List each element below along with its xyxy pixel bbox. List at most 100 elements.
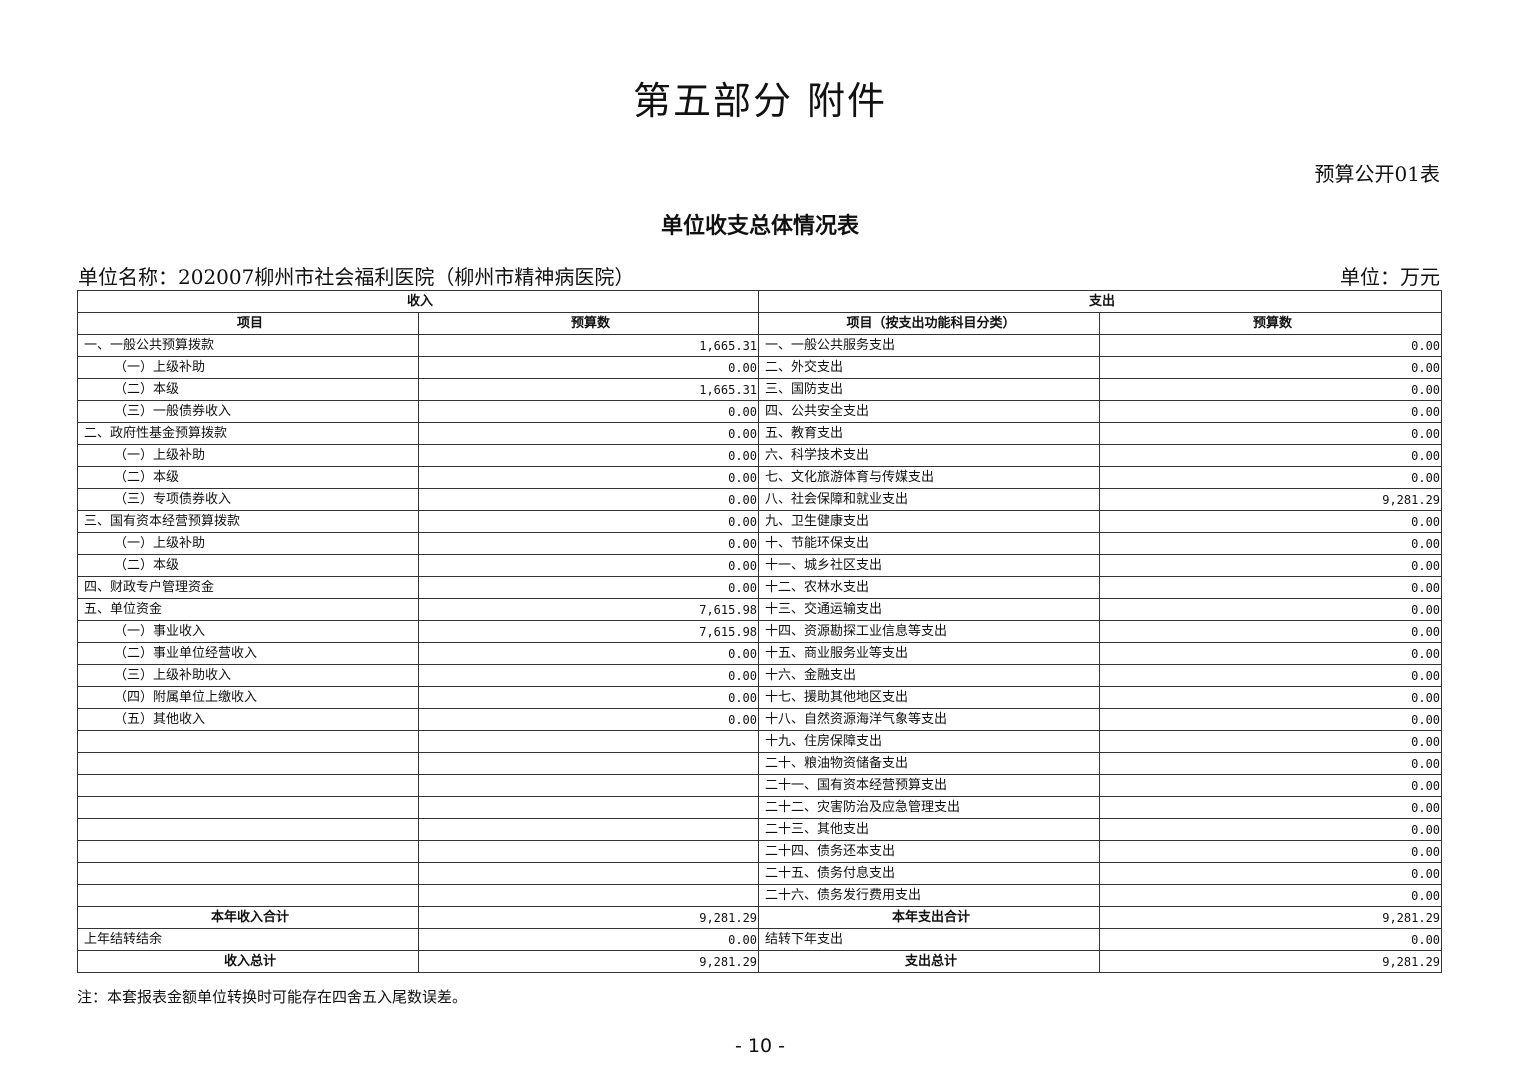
expense-budget: 0.00	[1099, 730, 1443, 753]
table-row: 二十一、国有资本经营预算支出 0.00	[77, 774, 1443, 797]
income-item	[77, 884, 419, 907]
table-row: （二）本级 1,665.31 三、国防支出 0.00	[77, 378, 1443, 401]
income-budget: 1,665.31	[417, 334, 760, 357]
expense-budget: 9,281.29	[1099, 488, 1443, 511]
table-row: 二十、粮油物资储备支出 0.00	[77, 752, 1443, 775]
expense-summary-value: 9,281.29	[1099, 950, 1443, 973]
table-row: 二十二、灾害防治及应急管理支出 0.00	[77, 796, 1443, 819]
income-summary-value: 0.00	[417, 928, 760, 951]
income-budget: 0.00	[417, 466, 760, 489]
expense-item: 三、国防支出	[758, 378, 1101, 401]
expense-budget: 0.00	[1099, 378, 1443, 401]
expense-budget: 0.00	[1099, 884, 1443, 907]
expense-budget: 0.00	[1099, 796, 1443, 819]
expense-item-header: 项目（按支出功能科目分类）	[758, 312, 1101, 335]
income-item: （二）本级	[77, 466, 419, 489]
income-budget	[417, 818, 760, 841]
expense-item: 一、一般公共服务支出	[758, 334, 1101, 357]
expense-item: 二、外交支出	[758, 356, 1101, 379]
income-budget: 0.00	[417, 686, 760, 709]
expense-item: 十一、城乡社区支出	[758, 554, 1101, 577]
expense-item: 十六、金融支出	[758, 664, 1101, 687]
income-item	[77, 752, 419, 775]
expense-item: 四、公共安全支出	[758, 400, 1101, 423]
expense-item: 六、科学技术支出	[758, 444, 1101, 467]
income-budget: 0.00	[417, 664, 760, 687]
table-row: 二十三、其他支出 0.00	[77, 818, 1443, 841]
expense-item: 十三、交通运输支出	[758, 598, 1101, 621]
income-item: （一）上级补助	[77, 532, 419, 555]
expense-budget: 0.00	[1099, 686, 1443, 709]
expense-budget: 0.00	[1099, 620, 1443, 643]
expense-budget: 0.00	[1099, 664, 1443, 687]
income-item: （一）事业收入	[77, 620, 419, 643]
expense-item: 二十一、国有资本经营预算支出	[758, 774, 1101, 797]
table-row: （三）上级补助收入 0.00 十六、金融支出 0.00	[77, 664, 1443, 687]
income-item: 一、一般公共预算拨款	[77, 334, 419, 357]
table-row: （一）事业收入 7,615.98 十四、资源勘探工业信息等支出 0.00	[77, 620, 1443, 643]
table-row: 十九、住房保障支出 0.00	[77, 730, 1443, 753]
table-row: （二）本级 0.00 十一、城乡社区支出 0.00	[77, 554, 1443, 577]
income-budget	[417, 840, 760, 863]
income-item: 四、财政专户管理资金	[77, 576, 419, 599]
income-item: （一）上级补助	[77, 444, 419, 467]
income-item: （二）本级	[77, 378, 419, 401]
table-row: 二十六、债务发行费用支出 0.00	[77, 884, 1443, 907]
expense-budget: 0.00	[1099, 642, 1443, 665]
table-number: 预算公开01表	[1314, 162, 1440, 186]
income-item: （三）上级补助收入	[77, 664, 419, 687]
table-row: （二）本级 0.00 七、文化旅游体育与传媒支出 0.00	[77, 466, 1443, 489]
income-budget	[417, 862, 760, 885]
page-number: - 10 -	[735, 1035, 785, 1057]
expense-budget-header: 预算数	[1099, 312, 1443, 335]
expense-item: 二十六、债务发行费用支出	[758, 884, 1101, 907]
table-row: （一）上级补助 0.00 十、节能环保支出 0.00	[77, 532, 1443, 555]
expense-budget: 0.00	[1099, 422, 1443, 445]
income-item	[77, 730, 419, 753]
expense-budget: 0.00	[1099, 400, 1443, 423]
expense-item: 九、卫生健康支出	[758, 510, 1101, 533]
expense-budget: 0.00	[1099, 576, 1443, 599]
income-summary-label: 本年收入合计	[77, 906, 419, 929]
income-summary-label: 上年结转结余	[77, 928, 419, 951]
income-item: 五、单位资金	[77, 598, 419, 621]
table-row: 五、单位资金 7,615.98 十三、交通运输支出 0.00	[77, 598, 1443, 621]
table-row: （五）其他收入 0.00 十八、自然资源海洋气象等支出 0.00	[77, 708, 1443, 731]
table-row: （三）一般债券收入 0.00 四、公共安全支出 0.00	[77, 400, 1443, 423]
expense-item: 二十四、债务还本支出	[758, 840, 1101, 863]
income-item	[77, 840, 419, 863]
footnote: 注：本套报表金额单位转换时可能存在四舍五入尾数误差。	[77, 988, 468, 1006]
expense-summary-value: 0.00	[1099, 928, 1443, 951]
income-budget: 0.00	[417, 554, 760, 577]
table-row: 二十四、债务还本支出 0.00	[77, 840, 1443, 863]
income-budget: 0.00	[417, 510, 760, 533]
income-budget: 0.00	[417, 488, 760, 511]
income-budget	[417, 796, 760, 819]
currency-unit: 单位：万元	[1340, 265, 1440, 289]
income-budget-header: 预算数	[417, 312, 760, 335]
income-item: 三、国有资本经营预算拨款	[77, 510, 419, 533]
table-row: 一、一般公共预算拨款 1,665.31 一、一般公共服务支出 0.00	[77, 334, 1443, 357]
income-summary-value: 9,281.29	[417, 950, 760, 973]
table-row: （三）专项债券收入 0.00 八、社会保障和就业支出 9,281.29	[77, 488, 1443, 511]
income-item: 二、政府性基金预算拨款	[77, 422, 419, 445]
table-row: 三、国有资本经营预算拨款 0.00 九、卫生健康支出 0.00	[77, 510, 1443, 533]
income-budget	[417, 774, 760, 797]
table-row: （四）附属单位上缴收入 0.00 十七、援助其他地区支出 0.00	[77, 686, 1443, 709]
table-row: （一）上级补助 0.00 二、外交支出 0.00	[77, 356, 1443, 379]
income-budget: 0.00	[417, 444, 760, 467]
expense-budget: 0.00	[1099, 774, 1443, 797]
income-summary-label: 收入总计	[77, 950, 419, 973]
expense-item: 五、教育支出	[758, 422, 1101, 445]
income-budget: 0.00	[417, 642, 760, 665]
income-budget: 7,615.98	[417, 598, 760, 621]
income-budget: 0.00	[417, 576, 760, 599]
table-row: 二、政府性基金预算拨款 0.00 五、教育支出 0.00	[77, 422, 1443, 445]
summary-row: 上年结转结余 0.00 结转下年支出 0.00	[77, 928, 1443, 951]
income-item: （二）本级	[77, 554, 419, 577]
expense-item: 二十五、债务付息支出	[758, 862, 1101, 885]
budget-table: 收入 支出 项目 预算数 项目（按支出功能科目分类） 预算数 一、一般公共预算拨…	[76, 290, 1443, 973]
expense-item: 十四、资源勘探工业信息等支出	[758, 620, 1101, 643]
expense-item: 二十二、灾害防治及应急管理支出	[758, 796, 1101, 819]
expense-item: 二十三、其他支出	[758, 818, 1101, 841]
